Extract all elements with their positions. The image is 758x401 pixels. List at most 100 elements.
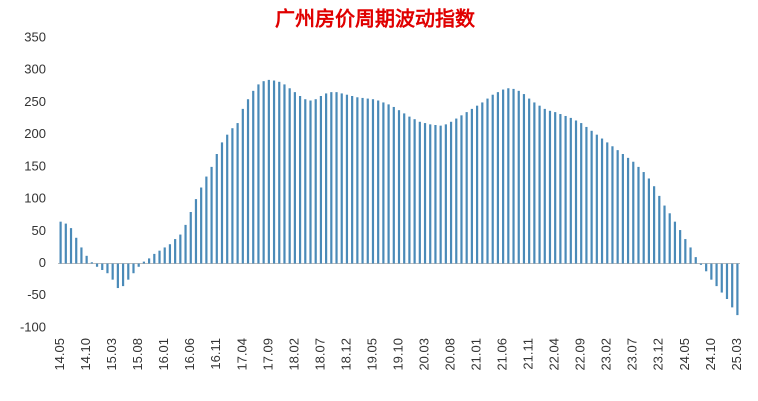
bar	[272, 80, 276, 264]
bar	[236, 123, 239, 264]
bar	[194, 199, 198, 264]
bar	[356, 97, 359, 264]
bar	[351, 96, 354, 264]
bar	[418, 121, 421, 264]
bar	[522, 94, 526, 264]
bar	[335, 92, 338, 264]
x-tick-label: 15.03	[104, 338, 119, 371]
bar	[215, 154, 218, 264]
bar	[85, 255, 88, 264]
bar	[371, 99, 375, 264]
bar	[512, 88, 515, 264]
bar	[382, 102, 385, 264]
bar	[600, 138, 604, 264]
chart-title: 广州房价周期波动指数	[275, 6, 476, 30]
bar	[69, 228, 73, 264]
bar	[455, 118, 458, 264]
bar	[59, 221, 62, 264]
bar	[293, 92, 296, 264]
x-tick-label: 18.02	[286, 338, 301, 371]
bar	[267, 79, 270, 264]
bar	[673, 221, 677, 264]
bar	[449, 121, 453, 264]
bar	[423, 123, 427, 264]
bar	[90, 262, 93, 264]
bar	[621, 154, 624, 264]
x-tick-label: 17.09	[260, 338, 275, 371]
bar	[481, 102, 484, 264]
bar	[652, 186, 656, 264]
bar	[153, 253, 156, 264]
bar	[496, 92, 500, 264]
bar	[564, 115, 567, 264]
x-tick-label: 19.05	[364, 338, 379, 371]
bar	[168, 244, 172, 264]
bar	[148, 258, 151, 264]
bar	[184, 224, 187, 264]
bar	[559, 114, 562, 264]
bar	[538, 105, 541, 264]
x-tick-label: 20.08	[442, 338, 457, 371]
y-tick-label: 250	[24, 94, 46, 109]
bar	[200, 187, 203, 264]
bar	[413, 119, 416, 264]
y-tick-label: 200	[24, 126, 46, 141]
x-tick-label: 16.11	[208, 338, 223, 370]
bar	[475, 105, 479, 264]
bar	[210, 166, 213, 264]
bar	[705, 263, 708, 272]
bar	[220, 142, 224, 264]
bar	[142, 261, 146, 264]
bar	[408, 116, 411, 264]
x-tick-label: 21.06	[495, 338, 510, 371]
bar	[465, 112, 468, 264]
x-tick-label: 24.05	[677, 338, 692, 371]
bar	[502, 89, 505, 264]
bar	[647, 178, 650, 264]
bar	[314, 99, 317, 264]
bar	[288, 88, 291, 264]
x-tick-label: 14.10	[78, 338, 93, 371]
x-tick-label: 17.04	[234, 338, 249, 371]
bar	[679, 230, 682, 264]
bar	[595, 134, 598, 264]
bar	[715, 263, 718, 287]
bar	[252, 90, 255, 264]
bar	[731, 263, 734, 308]
bar	[548, 110, 552, 264]
bar	[429, 124, 432, 264]
bar	[330, 92, 333, 264]
bar	[309, 100, 312, 264]
x-tick-label: 25.03	[729, 338, 744, 371]
x-tick-label: 23.07	[625, 338, 640, 371]
bar	[163, 247, 166, 264]
bar	[64, 223, 67, 264]
x-tick-label: 21.01	[469, 338, 484, 371]
x-tick-label: 20.03	[416, 338, 431, 371]
bar	[590, 130, 593, 264]
bar	[241, 108, 244, 264]
bar	[377, 100, 380, 264]
x-tick-label: 16.06	[182, 338, 197, 371]
bar	[226, 134, 229, 264]
bar	[127, 263, 130, 280]
y-tick-label: 0	[39, 255, 46, 270]
x-tick-label: 23.12	[651, 338, 666, 371]
bar	[340, 93, 343, 264]
bar	[616, 150, 619, 264]
bar	[174, 239, 177, 264]
bar	[132, 263, 135, 274]
x-tick-label: 22.09	[573, 338, 588, 371]
bar	[304, 99, 307, 264]
bar	[246, 99, 250, 264]
bar	[554, 112, 557, 264]
bar	[528, 98, 531, 264]
y-tick-label: 100	[24, 191, 46, 206]
bar	[491, 94, 494, 264]
bar	[725, 263, 729, 299]
bar	[278, 81, 281, 264]
bar	[397, 110, 401, 264]
bar	[366, 98, 369, 264]
y-tick-label: 300	[24, 62, 46, 77]
